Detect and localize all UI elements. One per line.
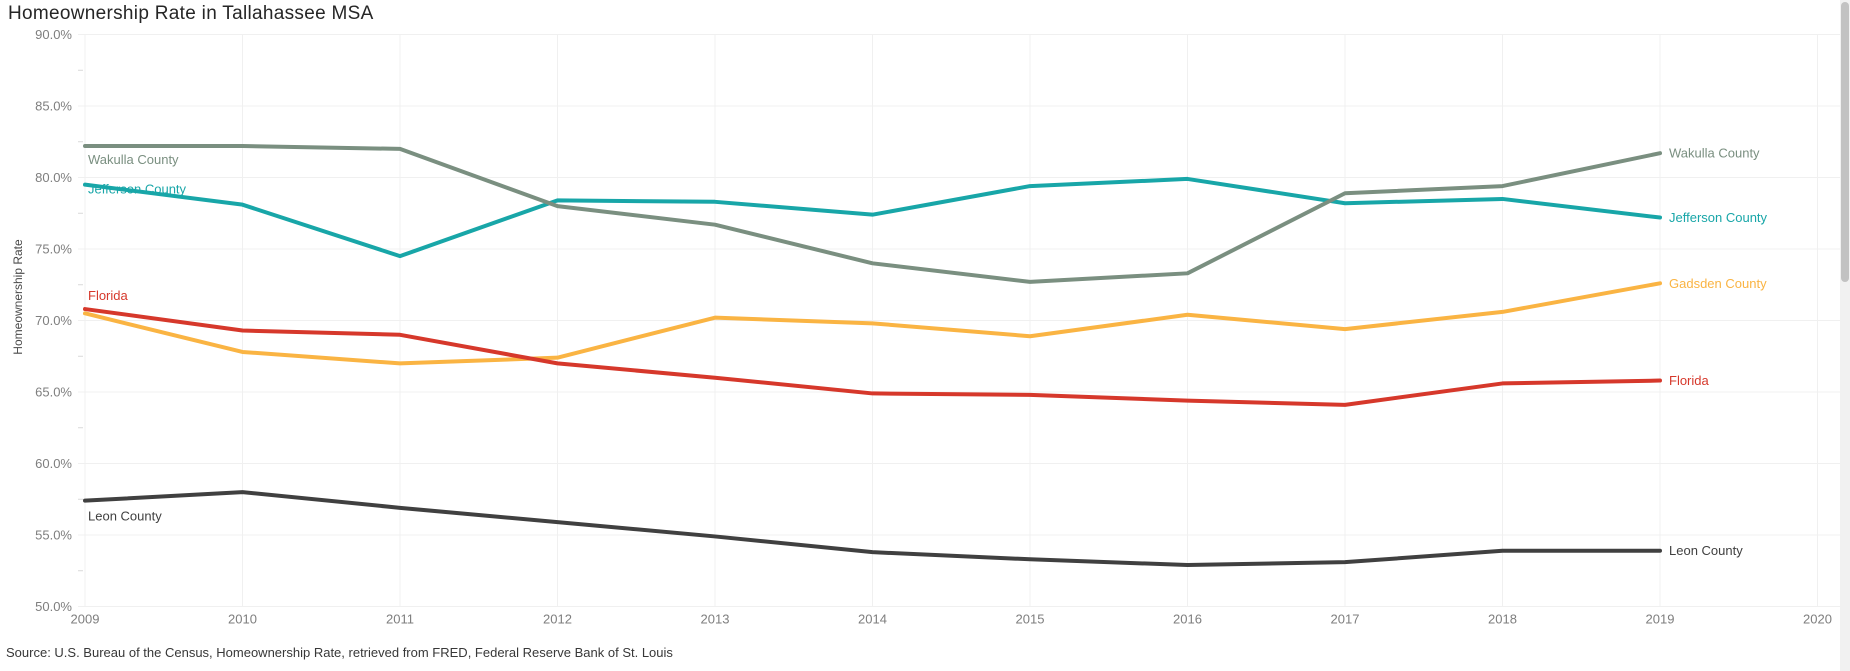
series-label-right-leon-county: Leon County [1669,543,1743,558]
series-label-right-florida: Florida [1669,373,1710,388]
x-tick-label: 2020 [1803,612,1832,627]
x-tick-label: 2019 [1646,612,1675,627]
series-line-gadsden-county[interactable] [83,281,1662,366]
x-tick-label: 2009 [71,612,100,627]
x-tick-label: 2017 [1331,612,1360,627]
series-line-wakulla-county[interactable] [83,144,1662,284]
x-tick-label: 2018 [1488,612,1517,627]
x-tick-label: 2016 [1173,612,1202,627]
series-line-jefferson-county[interactable] [83,176,1662,259]
series-label-right-jefferson-county: Jefferson County [1669,210,1768,225]
y-tick-label: 90.0% [35,27,72,42]
x-tick-label: 2013 [701,612,730,627]
x-tick-label: 2010 [228,612,257,627]
chart-title: Homeownership Rate in Tallahassee MSA [8,3,374,24]
y-tick-label: 85.0% [35,99,72,114]
y-tick-label: 75.0% [35,242,72,257]
y-tick-label: 55.0% [35,528,72,543]
series-label-left-florida: Florida [88,288,129,303]
series-label-right-gadsden-county: Gadsden County [1669,276,1767,291]
series-line-leon-county[interactable] [83,490,1662,568]
series-label-left-wakulla-county: Wakulla County [88,152,179,167]
y-tick-label: 50.0% [35,599,72,614]
y-tick-label: 60.0% [35,456,72,471]
x-tick-label: 2012 [543,612,572,627]
x-tick-label: 2014 [858,612,887,627]
series-line-florida[interactable] [83,307,1662,407]
source-note: Source: U.S. Bureau of the Census, Homeo… [6,645,673,660]
series-label-right-wakulla-county: Wakulla County [1669,146,1760,161]
y-tick-label: 80.0% [35,170,72,185]
series-label-left-jefferson-county: Jefferson County [88,182,187,197]
scrollbar-thumb[interactable] [1841,2,1849,282]
y-tick-label: 70.0% [35,313,72,328]
scrollbar-track[interactable] [1840,0,1850,671]
x-tick-label: 2015 [1016,612,1045,627]
x-tick-label: 2011 [386,612,414,627]
y-tick-label: 65.0% [35,385,72,400]
series-label-left-leon-county: Leon County [88,509,162,524]
